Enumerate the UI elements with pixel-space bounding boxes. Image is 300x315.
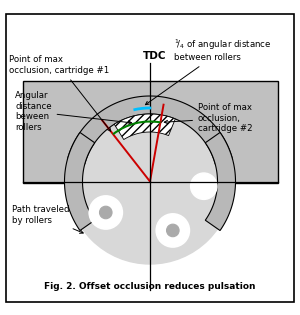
Text: Path traveled
by rollers: Path traveled by rollers	[12, 205, 83, 233]
Text: Point of max
occlusion, cartridge #1: Point of max occlusion, cartridge #1	[9, 55, 111, 131]
Bar	[22, 81, 278, 183]
Text: Point of max
occlusion,
cartridge #2: Point of max occlusion, cartridge #2	[164, 104, 253, 133]
Circle shape	[190, 173, 217, 199]
Circle shape	[100, 206, 112, 219]
Text: Angular
distance
beween
rollers: Angular distance beween rollers	[15, 91, 132, 132]
Circle shape	[68, 99, 232, 264]
Circle shape	[156, 214, 189, 247]
Polygon shape	[68, 96, 232, 164]
Circle shape	[167, 224, 179, 237]
Circle shape	[89, 196, 122, 229]
Text: Fig. 2. Offset occlusion reduces pulsation: Fig. 2. Offset occlusion reduces pulsati…	[44, 282, 256, 291]
Polygon shape	[114, 114, 175, 140]
Text: $^1\!/_4$ of angular distance
between rollers: $^1\!/_4$ of angular distance between ro…	[146, 37, 272, 105]
Text: TDC: TDC	[143, 51, 166, 61]
Polygon shape	[205, 133, 236, 231]
Polygon shape	[64, 133, 95, 231]
